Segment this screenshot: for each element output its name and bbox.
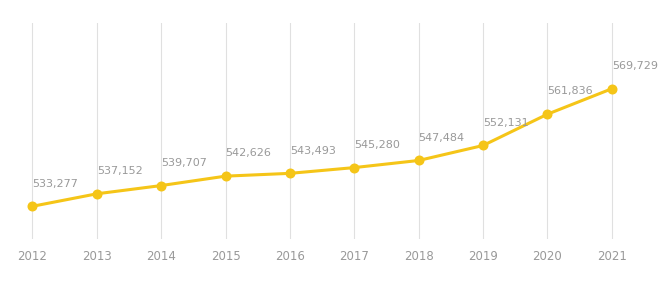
Text: 537,152: 537,152 [97,166,143,176]
Text: 552,131: 552,131 [483,118,529,128]
Text: 539,707: 539,707 [161,158,207,168]
Text: 547,484: 547,484 [419,133,465,143]
Text: 542,626: 542,626 [226,148,271,158]
Text: 545,280: 545,280 [354,140,400,150]
Text: 543,493: 543,493 [290,146,336,156]
Text: 569,729: 569,729 [612,61,658,71]
Text: 533,277: 533,277 [32,178,78,189]
Text: 561,836: 561,836 [547,86,593,96]
